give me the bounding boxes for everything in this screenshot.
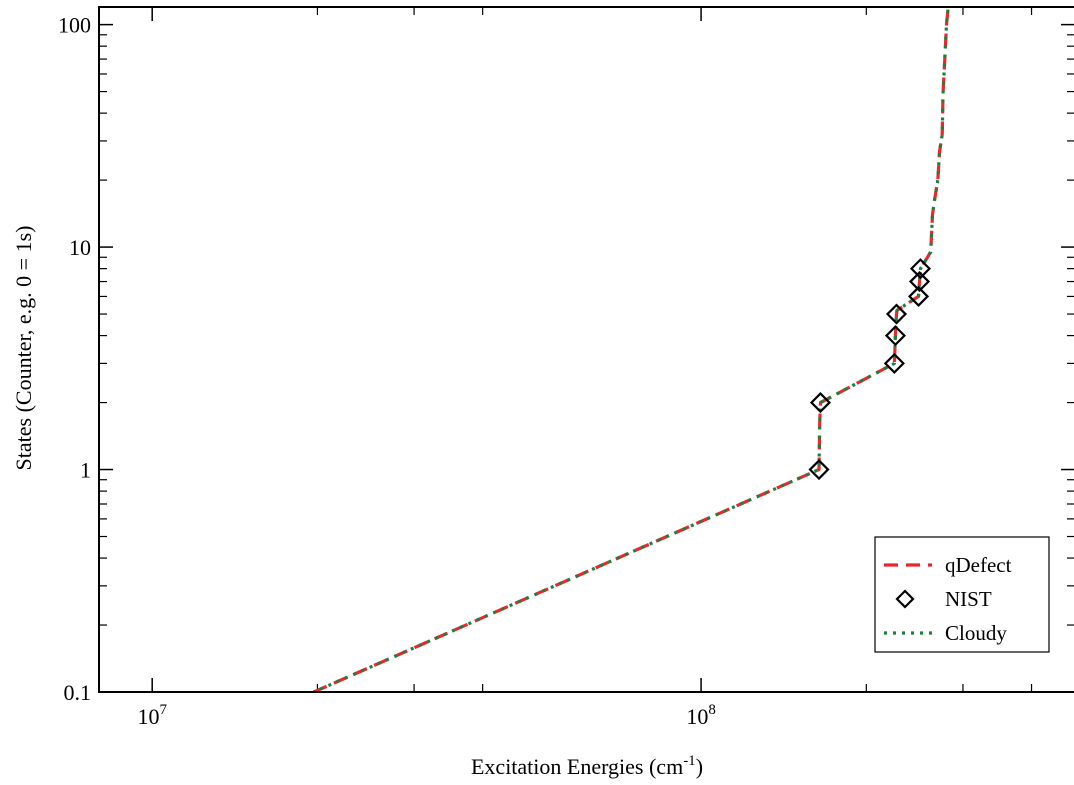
y-axis-label: States (Counter, e.g. 0 = 1s) — [11, 226, 36, 471]
nist-marker — [883, 352, 905, 374]
nist-marker — [809, 392, 832, 414]
x-tick-exponent: 8 — [708, 702, 716, 718]
nist-marker — [808, 458, 830, 481]
x-axis-label-tail: ) — [696, 754, 703, 779]
x-ticks: 107 108 — [137, 7, 1033, 729]
nist-marker — [907, 285, 930, 307]
x-axis-label: Excitation Energies (cm-1) — [471, 753, 703, 779]
x-tick-label: 108 — [686, 702, 716, 729]
x-tick-exponent: 7 — [159, 702, 167, 718]
cloudy-line — [313, 7, 950, 692]
legend: qDefect NIST Cloudy — [874, 536, 1050, 653]
y-tick-label: 1 — [80, 458, 91, 483]
x-axis-label-sup: -1 — [683, 753, 696, 769]
x-tick-mantissa: 10 — [137, 704, 159, 729]
y-tick-label: 0.1 — [64, 680, 92, 705]
nist-marker — [885, 303, 908, 325]
qdefect-line — [313, 7, 950, 692]
x-tick-mantissa: 10 — [686, 704, 708, 729]
legend-qdefect-label: qDefect — [945, 553, 1012, 577]
nist-marker — [908, 270, 931, 293]
legend-nist-label: NIST — [945, 587, 992, 611]
nist-marker — [909, 258, 932, 280]
y-tick-label: 10 — [69, 235, 91, 260]
nist-marker — [884, 325, 906, 347]
legend-nist-marker — [895, 589, 915, 609]
x-axis-label-main: Excitation Energies (cm — [471, 754, 683, 779]
series-layer — [313, 7, 950, 692]
x-tick-label: 107 — [137, 702, 167, 729]
legend-cloudy-label: Cloudy — [945, 621, 1007, 645]
plot-frame — [98, 6, 1074, 693]
y-ticks: 0.1 1 10 100 — [58, 13, 1074, 705]
y-tick-label: 100 — [58, 13, 91, 38]
